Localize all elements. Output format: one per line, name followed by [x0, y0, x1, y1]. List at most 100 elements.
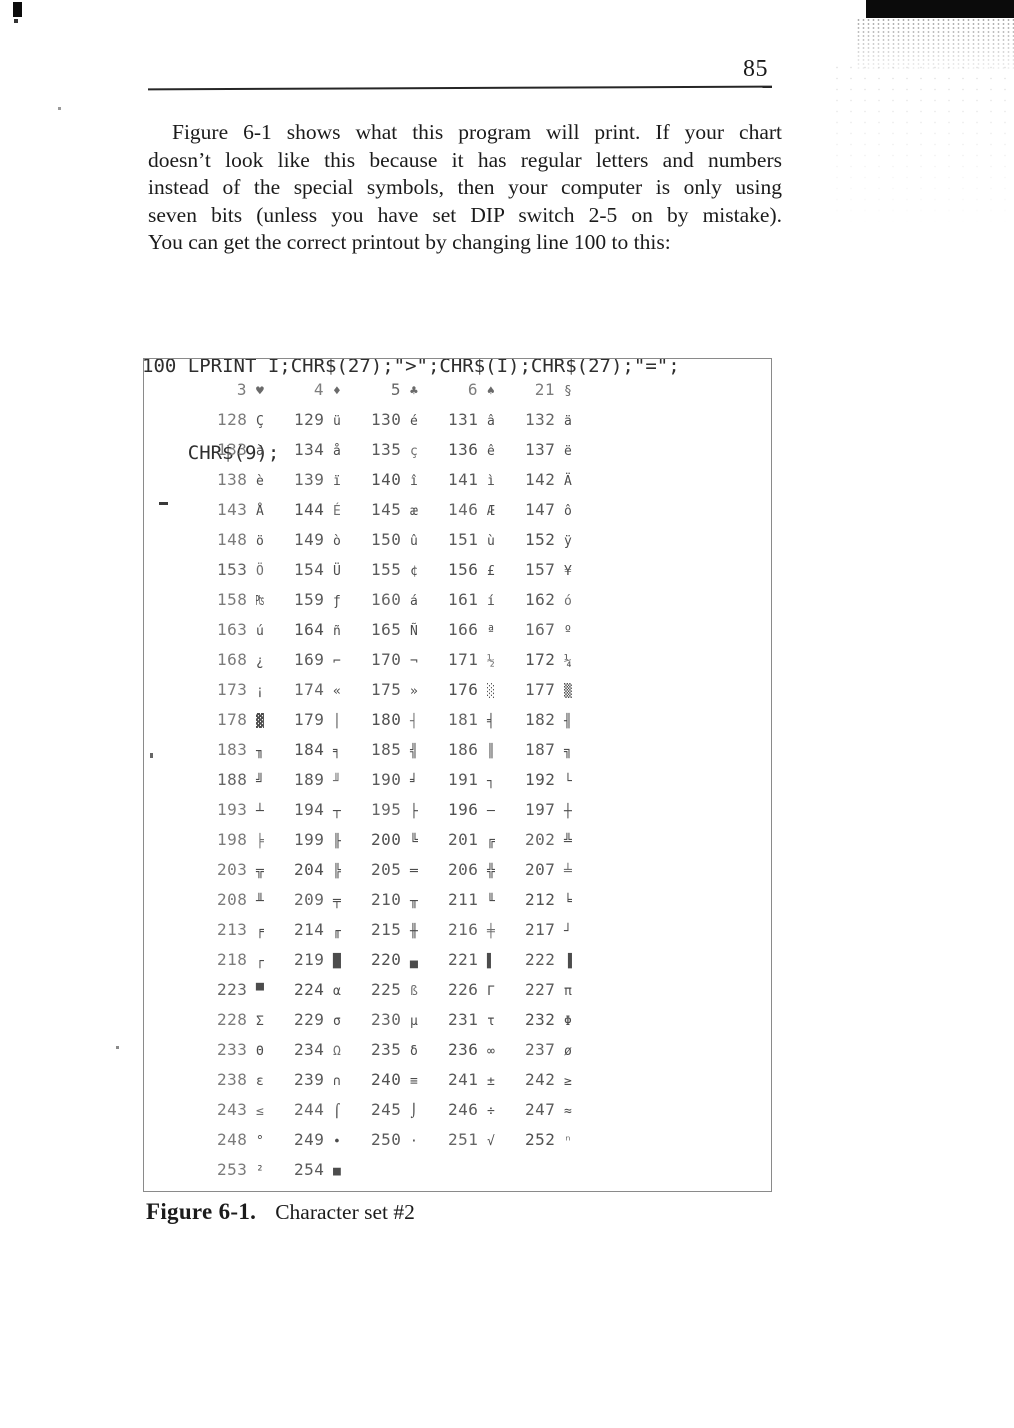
- charset-code-number: 233: [217, 1040, 248, 1059]
- charset-code-number: 188: [217, 770, 248, 789]
- charset-code-number: 174: [294, 680, 325, 699]
- charset-cell: 144 É: [294, 500, 371, 530]
- charset-cell: 142 Ä: [525, 470, 602, 500]
- charset-code-number: 4: [313, 380, 324, 399]
- charset-glyph: Æ: [487, 504, 495, 519]
- charset-cell: 219 █: [294, 950, 371, 980]
- figure-caption-label: Figure 6-1.: [146, 1199, 257, 1224]
- charset-cell: 163 ú: [217, 620, 294, 650]
- charset-cell: 135 ç: [371, 440, 448, 470]
- charset-glyph: ╩: [564, 834, 572, 849]
- charset-cell: 224 α: [294, 980, 371, 1010]
- charset-code-number: 132: [525, 410, 556, 429]
- charset-code-number: 156: [448, 560, 479, 579]
- charset-code-number: 6: [467, 380, 478, 399]
- charset-code-number: 204: [294, 860, 325, 879]
- charset-code-number: 209: [294, 890, 325, 909]
- charset-cell: 234 Ω: [294, 1040, 371, 1070]
- charset-code-number: 144: [294, 500, 325, 519]
- charset-glyph: à: [256, 444, 264, 459]
- charset-cell: 232 Φ: [525, 1010, 602, 1040]
- charset-code-number: 137: [525, 440, 556, 459]
- charset-cell: 226 Γ: [448, 980, 525, 1010]
- scan-corner-mark: [13, 2, 22, 23]
- charset-code-number: 221: [448, 950, 479, 969]
- charset-glyph: ²: [256, 1164, 264, 1179]
- charset-glyph: ╛: [410, 774, 418, 789]
- charset-glyph: ▄: [410, 954, 418, 969]
- charset-cell: 145 æ: [371, 500, 448, 530]
- charset-cell: 217 ┘: [525, 920, 602, 950]
- charset-glyph: █: [333, 954, 341, 969]
- charset-glyph: ë: [564, 444, 572, 459]
- page-number: 85: [743, 56, 768, 82]
- charset-glyph: ª: [487, 624, 495, 639]
- code-line: 100 LPRINT I;CHR$(27);">";CHR$(I);CHR$(2…: [142, 355, 680, 377]
- charset-code-number: 211: [448, 890, 479, 909]
- charset-code-number: 199: [294, 830, 325, 849]
- charset-cell: 160 á: [371, 590, 448, 620]
- charset-glyph: ┐: [487, 774, 495, 789]
- charset-glyph: ¼: [564, 654, 572, 669]
- charset-glyph: ¢: [410, 564, 418, 579]
- charset-code-number: 192: [525, 770, 556, 789]
- charset-cell: 173 ¡: [217, 680, 294, 710]
- charset-cell: 221 ▌: [448, 950, 525, 980]
- charset-cell: 188 ╝: [217, 770, 294, 800]
- charset-glyph: ♠: [487, 384, 495, 399]
- charset-cell: 222 ▐: [525, 950, 602, 980]
- charset-cell: 195 ├: [371, 800, 448, 830]
- charset-code-number: 185: [371, 740, 402, 759]
- charset-code-number: 244: [294, 1100, 325, 1119]
- charset-cell: 167 º: [525, 620, 602, 650]
- charset-glyph: ù: [487, 534, 495, 549]
- charset-glyph: º: [564, 624, 572, 639]
- charset-cell: 148 ö: [217, 530, 294, 560]
- charset-glyph: ┴: [256, 804, 264, 819]
- charset-glyph: ñ: [333, 624, 341, 639]
- charset-cell: 210 ╥: [371, 890, 448, 920]
- charset-glyph: ╕: [333, 744, 341, 759]
- charset-glyph: ·: [410, 1134, 418, 1149]
- charset-cell: 178 ▓: [217, 710, 294, 740]
- charset-cell: 183 ╖: [217, 740, 294, 770]
- charset-glyph: ╨: [256, 894, 264, 909]
- charset-cell: 164 ñ: [294, 620, 371, 650]
- charset-glyph: ♥: [256, 384, 264, 399]
- charset-cell: 180 ┤: [371, 710, 448, 740]
- charset-code-number: 147: [525, 500, 556, 519]
- charset-glyph: ƒ: [333, 594, 341, 609]
- charset-glyph: ∩: [333, 1074, 341, 1089]
- charset-code-number: 167: [525, 620, 556, 639]
- charset-glyph: ε: [256, 1074, 264, 1089]
- charset-code-number: 227: [525, 980, 556, 999]
- charset-code-number: 173: [217, 680, 248, 699]
- charset-glyph: ½: [487, 654, 495, 669]
- charset-code-number: 237: [525, 1040, 556, 1059]
- charset-code-number: 197: [525, 800, 556, 819]
- charset-code-number: 228: [217, 1010, 248, 1029]
- charset-glyph: ß: [410, 984, 418, 999]
- charset-cell: 177 ▒: [525, 680, 602, 710]
- charset-glyph: ⁿ: [564, 1134, 572, 1149]
- charset-cell: 208 ╨: [217, 890, 294, 920]
- charset-glyph: ┬: [333, 804, 341, 819]
- charset-code-number: 210: [371, 890, 402, 909]
- scan-halftone-noise: [856, 18, 1014, 70]
- charset-code-number: 189: [294, 770, 325, 789]
- charset-glyph: √: [487, 1134, 495, 1149]
- charset-cell: 206 ╬: [448, 860, 525, 890]
- charset-cell: 153 Ö: [217, 560, 294, 590]
- charset-glyph: ╘: [564, 894, 572, 909]
- charset-code-number: 136: [448, 440, 479, 459]
- charset-table: 3 ♥ 4 ♦ 5 ♣ 6 ♠ 21 § 128 Ç 129 ü 130 é 131 â 132 ä 133 à 134 å 1…: [144, 359, 771, 1190]
- charset-cell: 225 ß: [371, 980, 448, 1010]
- paragraph-line: instead of the special symbols, then you…: [148, 175, 782, 200]
- charset-code-number: 143: [217, 500, 248, 519]
- charset-code-number: 253: [217, 1160, 248, 1179]
- charset-glyph: Ö: [256, 564, 264, 579]
- charset-code-number: 184: [294, 740, 325, 759]
- charset-code-number: 183: [217, 740, 248, 759]
- charset-cell: 137 ë: [525, 440, 602, 470]
- charset-glyph: ¥: [564, 564, 572, 579]
